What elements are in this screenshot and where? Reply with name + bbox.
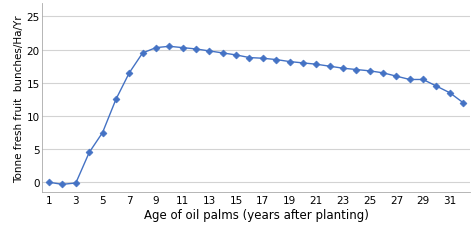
Y-axis label: Tonne fresh fruit  bunches/Ha/Yr: Tonne fresh fruit bunches/Ha/Yr [14,15,24,182]
X-axis label: Age of oil palms (years after planting): Age of oil palms (years after planting) [144,208,369,221]
